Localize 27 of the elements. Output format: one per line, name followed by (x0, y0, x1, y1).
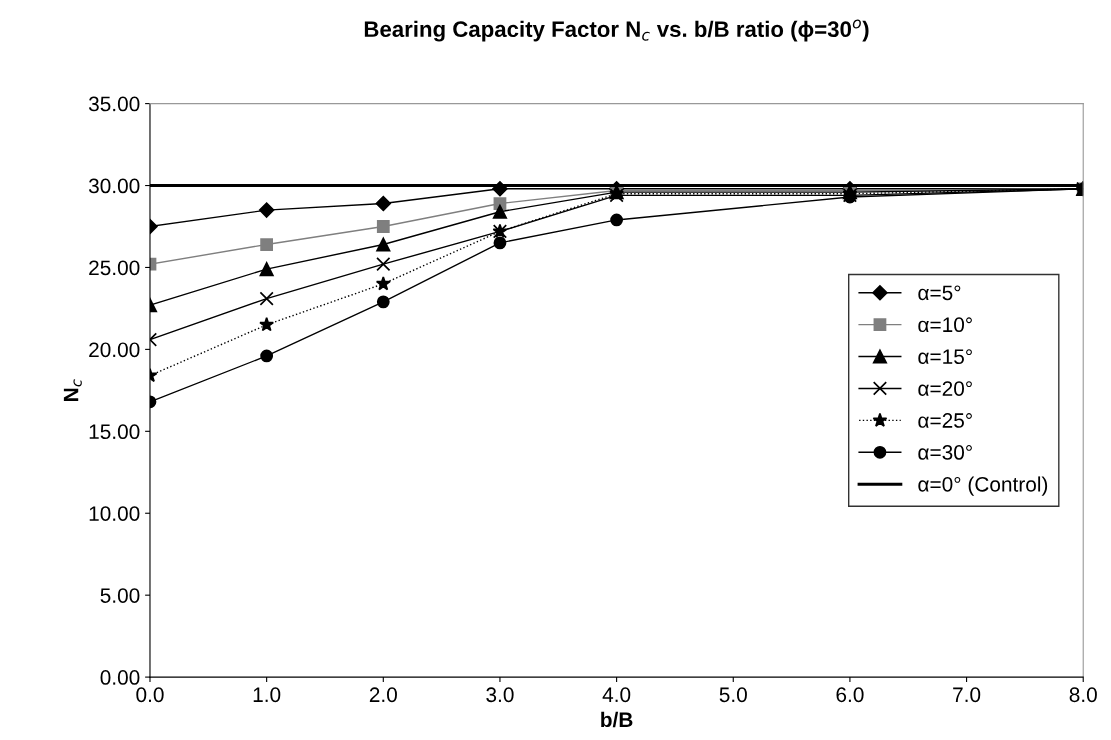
y-tick-label: 10.00 (89, 506, 140, 521)
chart-title: Bearing Capacity Factor N$_{c}$ vs. b/B ratio (ϕ=30$^{o}$) (364, 19, 869, 42)
legend-label: α=10° (918, 317, 972, 333)
y-tick-label: 20.00 (89, 342, 140, 358)
x-tick-label: 0.0 (136, 687, 164, 703)
x-tick-label: 4.0 (602, 687, 631, 703)
x-tick-label: 1.0 (253, 687, 281, 703)
legend-label: α=5° (918, 285, 961, 301)
y-tick-label: 5.00 (100, 588, 140, 603)
legend-label: α=25° (918, 413, 972, 428)
x-axis-title: b/B (601, 711, 633, 728)
y-tick-label: 25.00 (89, 260, 140, 276)
y-tick-label: 0.00 (100, 670, 140, 685)
x-tick-label: 8.0 (1069, 687, 1097, 703)
legend-label: α=15° (918, 349, 972, 365)
legend-label: α=20° (918, 381, 972, 396)
y-tick-label: 15.00 (89, 424, 140, 440)
x-tick-label: 3.0 (486, 687, 514, 703)
y-tick-label: 35.00 (88, 96, 140, 112)
y-tick-label: 30.00 (88, 178, 140, 194)
legend-label: α=30° (918, 445, 972, 460)
x-tick-label: 7.0 (953, 687, 981, 703)
y-axis-title: N$_{c}$ (63, 379, 82, 401)
legend-label: α=0° (Control) (918, 476, 1048, 496)
x-tick-label: 2.0 (369, 687, 397, 703)
x-tick-label: 5.0 (719, 687, 747, 703)
x-tick-label: 6.0 (836, 687, 864, 703)
